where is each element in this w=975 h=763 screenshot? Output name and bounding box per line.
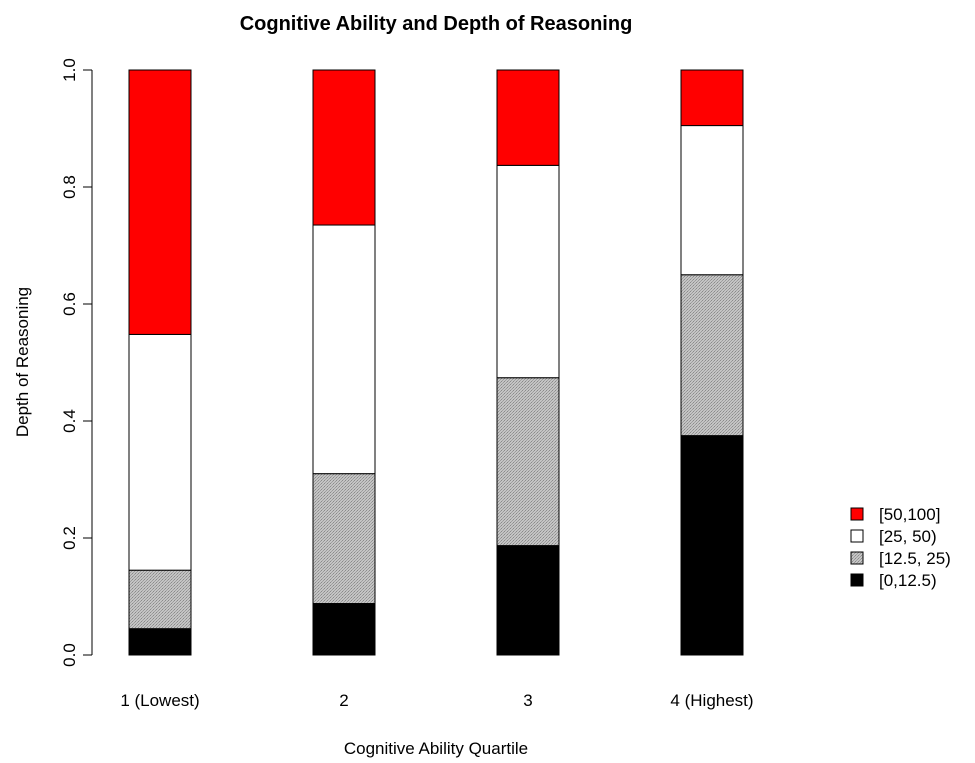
legend-label: [0,12.5) bbox=[879, 571, 937, 590]
y-axis-label: Depth of Reasoning bbox=[13, 287, 32, 437]
legend: [50,100] [25, 50) [12.5, 25) [0,12.5) bbox=[850, 505, 951, 590]
y-tick-label: 0.2 bbox=[60, 526, 79, 550]
bar-segment bbox=[680, 435, 744, 656]
legend-swatch bbox=[850, 507, 864, 521]
bar-segment bbox=[128, 569, 192, 630]
legend-label: [50,100] bbox=[879, 505, 940, 524]
legend-swatch bbox=[850, 529, 864, 543]
bar-segment bbox=[312, 603, 376, 656]
bar-segment bbox=[680, 125, 744, 276]
bar-segment bbox=[312, 69, 376, 226]
y-tick-label: 1.0 bbox=[60, 58, 79, 82]
y-tick-label: 0.4 bbox=[60, 409, 79, 433]
legend-swatch bbox=[850, 573, 864, 587]
y-axis: 0.0 0.2 0.4 0.6 0.8 1.0 bbox=[60, 58, 93, 667]
bar-segment bbox=[496, 545, 560, 656]
x-axis-label: Cognitive Ability Quartile bbox=[344, 739, 528, 758]
x-tick-label: 2 bbox=[339, 691, 348, 710]
x-tick-label: 4 (Highest) bbox=[670, 691, 753, 710]
bar-segment bbox=[128, 333, 192, 571]
y-tick-label: 0.0 bbox=[60, 643, 79, 667]
bar-segment bbox=[680, 69, 744, 127]
bar-segment bbox=[496, 377, 560, 547]
legend-swatch bbox=[850, 551, 864, 565]
x-tick-label: 3 bbox=[523, 691, 532, 710]
bar-segment bbox=[128, 69, 192, 335]
x-tick-label: 1 (Lowest) bbox=[120, 691, 199, 710]
y-tick-label: 0.6 bbox=[60, 292, 79, 316]
bar-segment bbox=[496, 69, 560, 166]
bar-segment bbox=[312, 224, 376, 475]
bar-segment bbox=[496, 164, 560, 379]
chart-title: Cognitive Ability and Depth of Reasoning bbox=[240, 13, 633, 35]
x-tick-labels: 1 (Lowest) 2 3 4 (Highest) bbox=[120, 691, 753, 710]
bar-segment bbox=[128, 628, 192, 656]
y-tick-label: 0.8 bbox=[60, 175, 79, 199]
legend-label: [12.5, 25) bbox=[879, 549, 951, 568]
bar-segment bbox=[680, 274, 744, 437]
legend-label: [25, 50) bbox=[879, 527, 937, 546]
bar-segment bbox=[312, 473, 376, 605]
bars-group bbox=[128, 69, 744, 656]
